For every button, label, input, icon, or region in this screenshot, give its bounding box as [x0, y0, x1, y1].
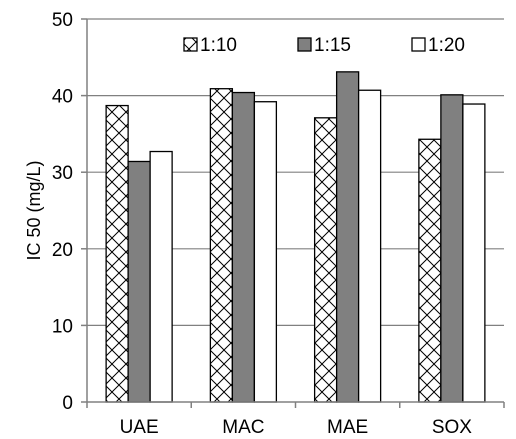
bar-1-15-uae: [127, 160, 151, 403]
legend-label: 1:15: [314, 35, 351, 56]
bar-1-20-uae: [149, 150, 173, 403]
bar-1-10-mae: [313, 117, 338, 403]
bar-1-20-mae: [357, 89, 382, 403]
x-category-labels: UAE MAC MAE SOX: [120, 417, 473, 438]
x-category-label: UAE: [120, 417, 159, 438]
y-tick-label: 30: [52, 163, 73, 184]
bar-1-15-mac: [231, 91, 256, 403]
y-tick-label: 10: [52, 316, 73, 337]
y-axis-label: IC 50 (mg/L): [24, 160, 44, 260]
y-tick-label: 40: [52, 87, 73, 108]
legend-label: 1:10: [200, 35, 237, 56]
x-category-label: MAC: [222, 417, 264, 438]
bar-1-20-sox: [462, 103, 486, 403]
y-tick-label: 20: [52, 240, 73, 261]
y-tick-labels: 0 10 20 30 40 50: [52, 10, 73, 414]
bar-1-15-sox: [440, 94, 464, 403]
x-category-label: SOX: [432, 417, 472, 438]
bar-1-10-uae: [105, 104, 129, 403]
bar-1-15-mae: [335, 71, 360, 403]
legend-swatch: [297, 37, 312, 52]
axes: [81, 18, 505, 408]
bar-1-10-mac: [209, 88, 234, 403]
legend-label: 1:20: [428, 35, 465, 56]
legend-swatch: [183, 37, 198, 52]
y-tick-label: 50: [52, 10, 73, 31]
y-tick-label: 0: [62, 393, 73, 414]
bar-1-20-mac: [253, 101, 278, 403]
legend-swatch: [411, 37, 426, 52]
bar-1-10-sox: [418, 138, 442, 403]
bars: [105, 71, 486, 403]
x-category-label: MAE: [327, 417, 368, 438]
legend: 1:10 1:15 1:20: [183, 35, 465, 56]
